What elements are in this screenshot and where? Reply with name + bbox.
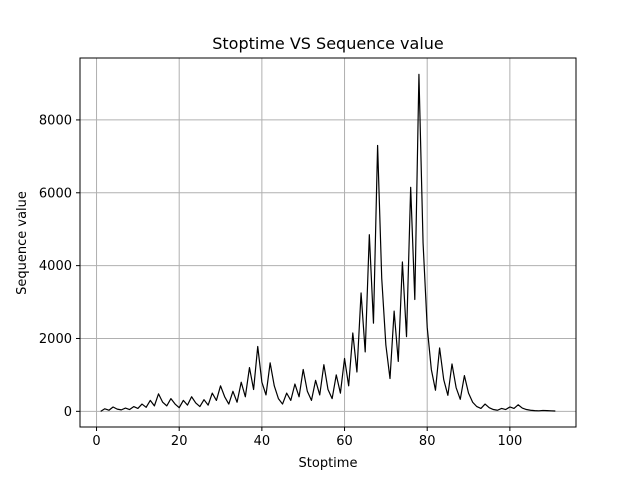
axis-ticks: 0 20 40 60 80 100 0 2000 4000 6000 8000 xyxy=(39,113,522,449)
y-tick-label: 8000 xyxy=(39,113,72,128)
series-line xyxy=(100,73,556,412)
x-tick-label: 80 xyxy=(419,434,436,449)
series-layer xyxy=(100,73,556,412)
y-tick-label: 2000 xyxy=(39,332,72,347)
y-tick-label: 0 xyxy=(64,405,72,420)
chart-title: Stoptime VS Sequence value xyxy=(212,34,444,53)
grid-lines xyxy=(80,58,576,427)
x-tick-label: 40 xyxy=(254,434,271,449)
x-tick-label: 100 xyxy=(497,434,522,449)
plot-frame xyxy=(79,57,577,428)
x-tick-label: 0 xyxy=(92,434,100,449)
x-axis-label: Stoptime xyxy=(299,456,358,471)
y-tick-label: 4000 xyxy=(39,259,72,274)
x-tick-label: 60 xyxy=(336,434,353,449)
y-axis-label: Sequence value xyxy=(15,191,30,295)
x-tick-label: 20 xyxy=(171,434,188,449)
y-tick-label: 6000 xyxy=(39,186,72,201)
